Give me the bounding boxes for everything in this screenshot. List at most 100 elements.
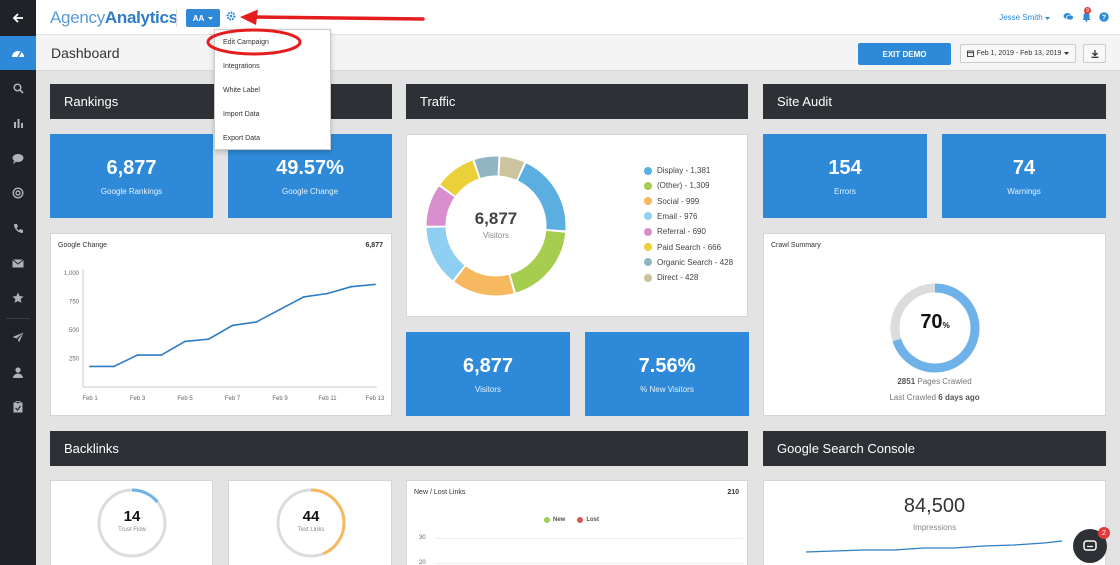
donut-center: 6,877 Visitors bbox=[425, 209, 567, 240]
pages-crawled-count: 2851 bbox=[897, 377, 916, 386]
legend-label: Email - 976 bbox=[657, 211, 698, 221]
data-point[interactable] bbox=[255, 321, 258, 323]
legend-new-dot bbox=[544, 517, 550, 523]
links-y-tick: 30 bbox=[419, 535, 426, 541]
data-point[interactable] bbox=[326, 292, 329, 295]
trust-flow-label: Trust Flow bbox=[118, 527, 146, 533]
agency-analytics-logo[interactable]: AgencyAnalytics bbox=[50, 8, 178, 28]
google-rankings-stat[interactable]: 6,877 Google Rankings bbox=[50, 134, 213, 218]
phone-icon[interactable] bbox=[0, 211, 36, 245]
exit-demo-button[interactable]: EXIT DEMO bbox=[858, 43, 951, 65]
trust-flow-ring bbox=[97, 488, 167, 558]
links-legend: New Lost bbox=[544, 517, 599, 523]
links-chart-count: 210 bbox=[727, 489, 739, 496]
data-point[interactable] bbox=[302, 296, 305, 298]
google-rankings-label: Google Rankings bbox=[100, 187, 163, 196]
data-point[interactable] bbox=[184, 340, 186, 343]
download-button[interactable] bbox=[1083, 44, 1106, 63]
visitors-label: Visitors bbox=[474, 385, 502, 394]
y-tick-label: 250 bbox=[69, 357, 80, 363]
user-icon[interactable] bbox=[0, 355, 36, 389]
page-title: Dashboard bbox=[51, 45, 120, 61]
trust-flow-ring-fill bbox=[97, 488, 167, 558]
menu-item-integrations[interactable]: Integrations bbox=[223, 63, 260, 70]
data-point[interactable] bbox=[374, 283, 376, 286]
gear-icon[interactable] bbox=[226, 10, 236, 24]
search-console-title: Google Search Console bbox=[777, 441, 916, 456]
errors-stat[interactable]: 154 Errors bbox=[763, 134, 927, 218]
legend-dot bbox=[644, 197, 652, 206]
data-point[interactable] bbox=[160, 354, 163, 356]
at-icon[interactable] bbox=[0, 176, 36, 210]
send-icon[interactable] bbox=[0, 320, 36, 354]
legend-item: Social - 999 bbox=[644, 197, 699, 206]
notification-badge: 9 bbox=[1084, 7, 1091, 14]
last-crawled: Last Crawled 6 days ago bbox=[764, 393, 1105, 402]
donut-slice-social bbox=[426, 156, 566, 296]
y-tick-label: 500 bbox=[69, 328, 80, 334]
menu-item-white-label[interactable]: White Label bbox=[223, 87, 260, 94]
logo-text-analytics: Analytics bbox=[104, 8, 178, 27]
arrow-left-icon[interactable] bbox=[0, 0, 36, 35]
impressions-value: 84,500 bbox=[903, 495, 966, 517]
legend-dot bbox=[644, 227, 652, 236]
visitors-stat[interactable]: 6,877 Visitors bbox=[406, 332, 570, 416]
annotation-highlight-ellipse bbox=[206, 28, 302, 56]
google-change-label: Google Change bbox=[281, 187, 339, 196]
clipboard-icon[interactable] bbox=[0, 390, 36, 424]
legend-item: Display - 1,381 bbox=[644, 166, 710, 175]
crawl-percent: 70% bbox=[888, 311, 982, 334]
google-change-value: 49.57% bbox=[276, 157, 344, 179]
data-point[interactable] bbox=[279, 308, 281, 311]
chat-icon[interactable] bbox=[0, 141, 36, 175]
menu-item-export-data[interactable]: Export Data bbox=[223, 135, 260, 142]
last-crawled-value: 6 days ago bbox=[938, 393, 980, 402]
legend-item: (Other) - 1,309 bbox=[644, 181, 709, 190]
search-icon[interactable] bbox=[0, 71, 36, 105]
bell-icon[interactable] bbox=[1082, 12, 1091, 25]
menu-item-import-data[interactable]: Import Data bbox=[223, 111, 260, 118]
data-point[interactable] bbox=[350, 285, 353, 288]
date-range-picker[interactable]: Feb 1, 2019 - Feb 13, 2019 bbox=[960, 44, 1076, 63]
campaign-badge-label: AA bbox=[192, 13, 205, 23]
bar-chart-icon[interactable] bbox=[0, 106, 36, 140]
download-icon bbox=[1091, 49, 1098, 58]
legend-item: Direct - 428 bbox=[644, 273, 698, 282]
user-menu[interactable]: Jesse Smith bbox=[999, 13, 1050, 22]
google-rankings-value: 6,877 bbox=[106, 157, 157, 179]
data-point[interactable] bbox=[207, 338, 210, 341]
help-icon[interactable]: ? bbox=[1099, 12, 1109, 25]
legend-dot bbox=[644, 243, 652, 251]
chart-count: 6,877 bbox=[365, 242, 383, 249]
data-point[interactable] bbox=[231, 324, 234, 327]
legend-label: Display - 1,381 bbox=[657, 166, 711, 175]
legend-item: Email - 976 bbox=[644, 212, 697, 221]
legend-item: Referral - 690 bbox=[644, 227, 706, 236]
chat-icon bbox=[1083, 539, 1097, 551]
warnings-label: Warnings bbox=[1007, 187, 1041, 196]
new-visitors-stat[interactable]: 7.56% % New Visitors bbox=[585, 332, 749, 416]
x-tick-label: Feb 7 bbox=[225, 396, 241, 402]
google-change-line-chart: 1,000 750 500 250 Feb 1 Feb 3 Feb 5 Feb 7 Feb 9 F… bbox=[64, 269, 385, 402]
data-point[interactable] bbox=[136, 354, 139, 356]
warnings-stat[interactable]: 74 Warnings bbox=[942, 134, 1106, 218]
messages-icon[interactable] bbox=[1063, 12, 1074, 24]
caret-down-icon bbox=[1064, 52, 1070, 55]
star-icon[interactable] bbox=[0, 281, 36, 315]
site-audit-title: Site Audit bbox=[777, 94, 832, 109]
dashboard-icon[interactable] bbox=[0, 36, 36, 70]
legend-label: Paid Search - 666 bbox=[657, 242, 722, 252]
trust-flow-card: 14 Trust Flow bbox=[50, 480, 213, 565]
mail-icon[interactable] bbox=[0, 246, 36, 280]
legend-dot bbox=[644, 181, 652, 190]
legend-dot bbox=[644, 258, 652, 267]
annotation-arrow bbox=[240, 9, 425, 25]
data-point[interactable] bbox=[112, 365, 115, 368]
menu-item-edit-campaign[interactable]: Edit Campaign bbox=[223, 39, 269, 46]
data-point[interactable] bbox=[89, 365, 91, 368]
legend-label: Direct - 428 bbox=[657, 273, 699, 283]
logo-divider bbox=[176, 9, 177, 27]
new-visitors-value: 7.56% bbox=[638, 355, 696, 377]
legend-new-label: New bbox=[553, 517, 566, 523]
campaign-switcher-button[interactable]: AA bbox=[186, 9, 220, 27]
